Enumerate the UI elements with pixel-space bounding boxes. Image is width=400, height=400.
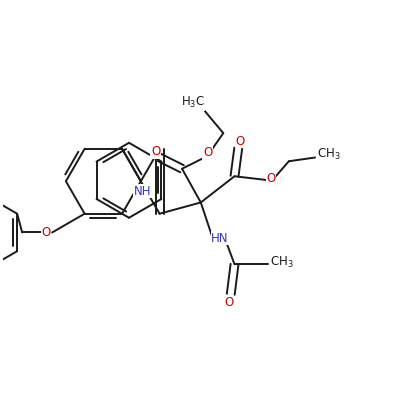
Text: CH$_3$: CH$_3$ [317,147,341,162]
Text: O: O [224,296,234,309]
Text: H$_3$C: H$_3$C [181,95,205,110]
Text: NH: NH [134,185,152,198]
Text: O: O [203,146,212,159]
Text: CH$_3$: CH$_3$ [270,255,294,270]
Text: O: O [236,134,245,148]
Text: HN: HN [211,232,229,245]
Text: O: O [151,145,160,158]
Text: O: O [266,172,276,184]
Text: O: O [42,226,51,239]
